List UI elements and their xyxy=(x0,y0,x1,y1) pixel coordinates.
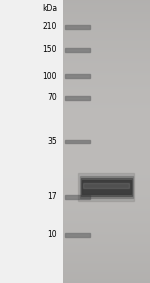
Bar xyxy=(64,25,90,29)
Bar xyxy=(64,140,90,143)
Bar xyxy=(0,0,63,283)
Text: 35: 35 xyxy=(47,137,57,146)
Bar xyxy=(83,183,129,188)
Bar xyxy=(78,173,134,201)
Bar xyxy=(80,176,133,198)
Bar xyxy=(64,74,90,78)
Text: 10: 10 xyxy=(47,230,57,239)
Bar xyxy=(64,195,90,199)
Text: 210: 210 xyxy=(43,22,57,31)
Bar xyxy=(64,48,90,52)
Text: 150: 150 xyxy=(42,45,57,54)
Text: 100: 100 xyxy=(42,72,57,81)
Bar xyxy=(81,178,132,196)
Text: 17: 17 xyxy=(47,192,57,201)
Text: 70: 70 xyxy=(47,93,57,102)
Bar xyxy=(82,180,130,194)
Text: kDa: kDa xyxy=(42,4,57,13)
Bar xyxy=(64,233,90,237)
Bar xyxy=(64,96,90,100)
